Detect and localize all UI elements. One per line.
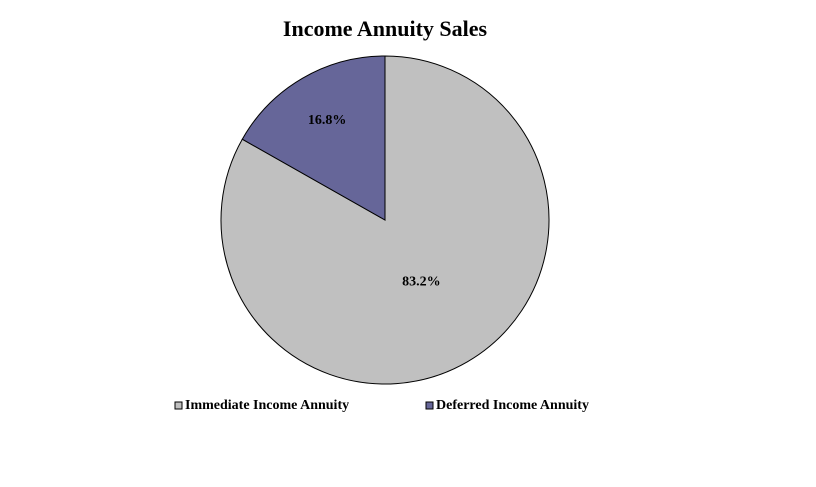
chart-title: Income Annuity Sales (283, 16, 488, 41)
legend-swatch (425, 401, 434, 410)
legend-label: Immediate Income Annuity (185, 398, 349, 413)
legend-label: Deferred Income Annuity (436, 398, 589, 413)
pie-slice (241, 55, 386, 221)
data-label: 83.2% (402, 275, 441, 290)
pie-slice (220, 55, 550, 385)
legend-swatch (174, 401, 183, 410)
data-label: 16.8% (308, 113, 347, 128)
